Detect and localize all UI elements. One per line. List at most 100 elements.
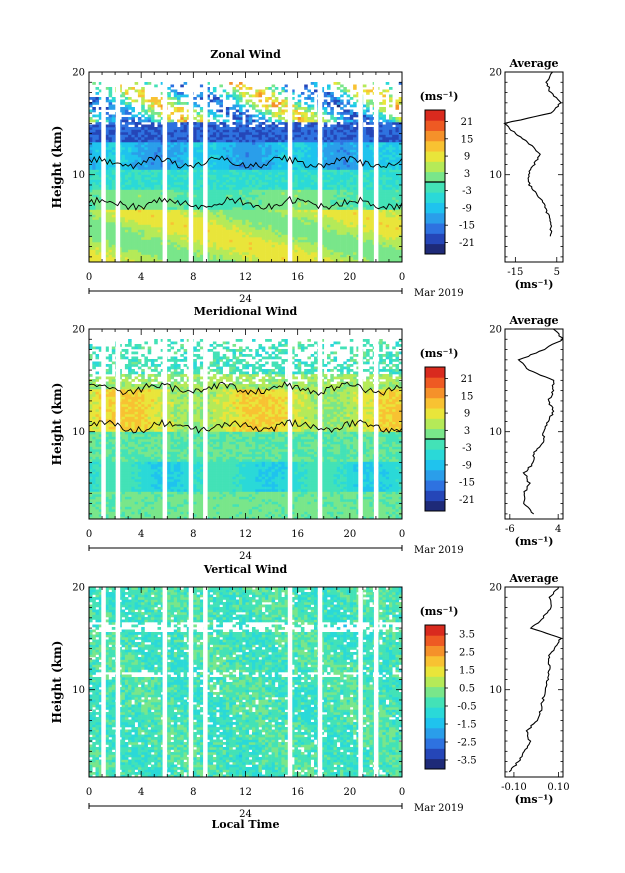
colorbar-tick-label: 15 (461, 391, 474, 402)
colorbar-tick-label: -9 (462, 203, 472, 214)
zero-contour (88, 195, 403, 211)
month-label: Mar 2019 (414, 545, 464, 556)
colorbar-segment (425, 645, 445, 657)
colorbar-segment (425, 223, 445, 234)
colorbar-tick-label: -3 (462, 443, 472, 454)
y-axis-label: Height (km) (50, 126, 64, 209)
colorbar-segment (425, 377, 445, 388)
x-tick-label: 4 (138, 272, 144, 283)
colorbar-segment (425, 686, 445, 698)
data-gap (162, 72, 168, 262)
profile-y-tick-label: 10 (489, 685, 502, 696)
colorbar-tick-label: 21 (461, 374, 474, 385)
profile-x-tick-label: 0.10 (547, 782, 569, 793)
colorbar-unit: (ms⁻¹) (420, 90, 459, 103)
colorbar-segment (425, 387, 445, 399)
colorbar-segment (425, 635, 445, 646)
data-gap (162, 329, 168, 519)
x-tick-label: 8 (190, 529, 196, 540)
y-tick-label: 10 (72, 685, 85, 696)
profile-x-tick-label: -0.10 (501, 782, 527, 793)
profile-title: Average (508, 314, 558, 327)
data-gap (188, 72, 194, 262)
data-gap (203, 329, 208, 519)
colorbar-segment (425, 439, 445, 450)
colorbar-segment (425, 697, 445, 708)
x-tick-label: 4 (138, 529, 144, 540)
x-tick-label: 8 (190, 272, 196, 283)
data-gap (101, 329, 106, 519)
data-gap (287, 329, 293, 519)
y-tick-label: 10 (72, 427, 85, 438)
data-gap (101, 72, 106, 262)
x-tick-label: 0 (399, 787, 405, 798)
data-gap (373, 72, 379, 262)
profile-x-tick-label: -15 (507, 267, 523, 278)
heatmap-cells (89, 587, 403, 778)
y-axis-label: Height (km) (50, 641, 64, 724)
zero-contour (88, 418, 403, 434)
colorbar-tick-label: 9 (464, 409, 470, 420)
colorbar-segment (425, 428, 445, 440)
average-profile: Average 10 20 -0.10 0.10(ms⁻¹) (489, 572, 569, 806)
y-tick-label: 20 (72, 68, 85, 79)
colorbar: -21 -15 -9 -3 3 9 15 21 (ms⁻¹) (420, 90, 475, 255)
data-gap (115, 329, 121, 519)
colorbar-segment (425, 480, 445, 491)
x-tick-label: 20 (343, 787, 356, 798)
colorbar-segment (425, 212, 445, 224)
heatmap-cells (89, 339, 403, 520)
profile-title: Average (508, 572, 558, 585)
data-gap (358, 329, 363, 519)
profile-x-label: (ms⁻¹) (515, 793, 554, 806)
profile-line (508, 586, 563, 773)
heatmap-cells (89, 82, 403, 263)
x-axis-label: Local Time (212, 818, 280, 831)
colorbar-segment (425, 130, 445, 142)
profile-y-tick-label: 20 (489, 583, 502, 594)
colorbar-tick-label: -15 (459, 478, 475, 489)
data-gap (203, 72, 208, 262)
data-gap (188, 587, 194, 777)
data-gap (373, 329, 379, 519)
x-tick-label: 16 (291, 272, 304, 283)
colorbar-segment (425, 625, 445, 636)
colorbar-segment (425, 397, 445, 409)
profile-x-tick-label: 4 (555, 524, 561, 535)
colorbar-segment (425, 182, 445, 193)
colorbar-segment (425, 120, 445, 131)
colorbar-segment (425, 666, 445, 677)
average-profile: Average 10 20 -15 5(ms⁻¹) (489, 57, 564, 291)
profile-x-label: (ms⁻¹) (515, 535, 554, 548)
colorbar-segment (425, 758, 445, 770)
profile-x-tick-label: 5 (554, 267, 560, 278)
colorbar-segment (425, 707, 445, 718)
colorbar-segment (425, 738, 445, 749)
month-label: Mar 2019 (414, 803, 464, 814)
x-tick-label: 0 (86, 787, 92, 798)
colorbar-segment (425, 418, 445, 430)
data-gap (101, 587, 106, 777)
profile-x-label: (ms⁻¹) (515, 278, 554, 291)
colorbar-segment (425, 655, 445, 667)
profile-line (503, 71, 562, 237)
colorbar-tick-label: -3.5 (457, 756, 476, 767)
y-tick-label: 20 (72, 325, 85, 336)
x-tick-label: 0 (399, 529, 405, 540)
colorbar-unit: (ms⁻¹) (420, 605, 459, 618)
x-tick-label: 0 (399, 272, 405, 283)
colorbar-tick-label: -2.5 (457, 738, 476, 749)
colorbar-segment (425, 233, 445, 245)
zero-contour (88, 154, 403, 170)
colorbar-tick-label: 0.5 (459, 684, 475, 695)
data-gap (287, 72, 293, 262)
date-label: 24 (239, 809, 252, 820)
month-label: Mar 2019 (414, 288, 464, 299)
colorbar-tick-label: 1.5 (459, 666, 475, 677)
colorbar-segment (425, 161, 445, 173)
data-gap (203, 587, 208, 777)
panel-title: Vertical Wind (203, 563, 288, 576)
colorbar-tick-label: -9 (462, 460, 472, 471)
data-gap (317, 587, 323, 777)
colorbar-segment (425, 140, 445, 152)
